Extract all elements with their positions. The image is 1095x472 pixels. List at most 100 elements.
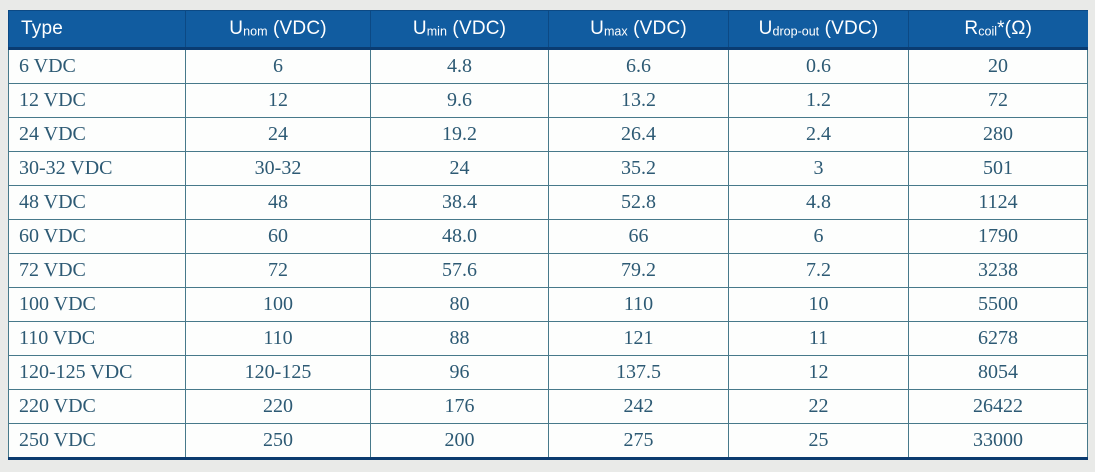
type-cell: 60 VDC [8,219,186,254]
value-cell: 38.4 [370,185,549,220]
table-row: 100 VDC 100 80 110 10 5500 [8,287,1088,322]
value-cell: 110 [548,287,729,322]
value-cell: 3238 [908,253,1088,288]
value-cell: 48.0 [370,219,549,254]
value-cell: 4.8 [370,48,549,84]
value-cell: 1124 [908,185,1088,220]
value-cell: 88 [370,321,549,356]
value-cell: 26.4 [548,117,729,152]
value-cell: 26422 [908,389,1088,424]
column-header-2: Umin (VDC) [370,10,549,50]
value-cell: 72 [185,253,371,288]
column-header-base: R [964,18,979,39]
value-cell: 8054 [908,355,1088,390]
table-row: 120-125 VDC 120-125 96 137.5 12 8054 [8,355,1088,390]
table-row: 30-32 VDC 30-32 24 35.2 3 501 [8,151,1088,186]
column-header-subscript: nom [243,24,268,39]
column-header-suffix: *(Ω) [997,18,1033,39]
column-header-suffix: (VDC) [267,18,327,39]
column-header-subscript: max [603,24,628,39]
value-cell: 120-125 [185,355,371,390]
value-cell: 24 [370,151,549,186]
column-header-suffix: (VDC) [446,18,507,39]
table-row: 72 VDC 72 57.6 79.2 7.2 3238 [8,253,1088,288]
value-cell: 12 [185,83,371,118]
value-cell: 11 [728,321,909,356]
column-header-0: Type [8,10,186,50]
value-cell: 3 [728,151,909,186]
value-cell: 12 [728,355,909,390]
type-cell: 110 VDC [8,321,186,356]
value-cell: 121 [548,321,729,356]
type-cell: 48 VDC [8,185,186,220]
column-header-3: Umax (VDC) [548,10,729,50]
type-cell: 24 VDC [8,117,186,152]
value-cell: 275 [548,423,729,460]
value-cell: 35.2 [548,151,729,186]
value-cell: 137.5 [548,355,729,390]
column-header-base: U [229,18,244,39]
value-cell: 25 [728,423,909,460]
value-cell: 6 [728,219,909,254]
value-cell: 4.8 [728,185,909,220]
value-cell: 200 [370,423,549,460]
column-header-suffix: (VDC) [819,18,879,39]
value-cell: 22 [728,389,909,424]
value-cell: 280 [908,117,1088,152]
value-cell: 6.6 [548,48,729,84]
type-cell: 120-125 VDC [8,355,186,390]
value-cell: 13.2 [548,83,729,118]
table-body: 6 VDC 6 4.8 6.6 0.6 20 12 VDC 12 9.6 13.2 1.2 72 24 … [8,48,1088,460]
table-row: 12 VDC 12 9.6 13.2 1.2 72 [8,83,1088,118]
value-cell: 33000 [908,423,1088,460]
coil-spec-table: Type Unom (VDC) Umin (VDC) Umax (VDC) Udrop-… [8,10,1088,460]
value-cell: 52.8 [548,185,729,220]
value-cell: 30-32 [185,151,371,186]
value-cell: 48 [185,185,371,220]
type-cell: 250 VDC [8,423,186,460]
table-row: 220 VDC 220 176 242 22 26422 [8,389,1088,424]
value-cell: 100 [185,287,371,322]
table-row: 48 VDC 48 38.4 52.8 4.8 1124 [8,185,1088,220]
type-cell: 220 VDC [8,389,186,424]
value-cell: 110 [185,321,371,356]
value-cell: 24 [185,117,371,152]
table-row: 24 VDC 24 19.2 26.4 2.4 280 [8,117,1088,152]
type-cell: 6 VDC [8,48,186,84]
value-cell: 57.6 [370,253,549,288]
value-cell: 6 [185,48,371,84]
value-cell: 7.2 [728,253,909,288]
table-header-row: Type Unom (VDC) Umin (VDC) Umax (VDC) Udrop-… [8,10,1088,50]
column-header-4: Udrop-out (VDC) [728,10,909,50]
column-header-base: U [590,18,604,39]
column-header-suffix: (VDC) [627,18,687,39]
value-cell: 501 [908,151,1088,186]
value-cell: 20 [908,48,1088,84]
value-cell: 80 [370,287,549,322]
value-cell: 5500 [908,287,1088,322]
value-cell: 72 [908,83,1088,118]
value-cell: 220 [185,389,371,424]
column-header-base: Type [21,18,63,39]
value-cell: 60 [185,219,371,254]
value-cell: 9.6 [370,83,549,118]
coil-spec-table-container: Type Unom (VDC) Umin (VDC) Umax (VDC) Udrop-… [8,10,1088,460]
value-cell: 66 [548,219,729,254]
column-header-5: Rcoil*(Ω) [908,10,1088,50]
column-header-subscript: coil [978,24,998,39]
value-cell: 1.2 [728,83,909,118]
table-row: 110 VDC 110 88 121 11 6278 [8,321,1088,356]
value-cell: 2.4 [728,117,909,152]
type-cell: 30-32 VDC [8,151,186,186]
table-row: 60 VDC 60 48.0 66 6 1790 [8,219,1088,254]
type-cell: 100 VDC [8,287,186,322]
table-row: 6 VDC 6 4.8 6.6 0.6 20 [8,48,1088,84]
value-cell: 0.6 [728,48,909,84]
header-row: Type Unom (VDC) Umin (VDC) Umax (VDC) Udrop-… [8,10,1088,50]
value-cell: 250 [185,423,371,460]
value-cell: 1790 [908,219,1088,254]
value-cell: 176 [370,389,549,424]
value-cell: 242 [548,389,729,424]
value-cell: 79.2 [548,253,729,288]
